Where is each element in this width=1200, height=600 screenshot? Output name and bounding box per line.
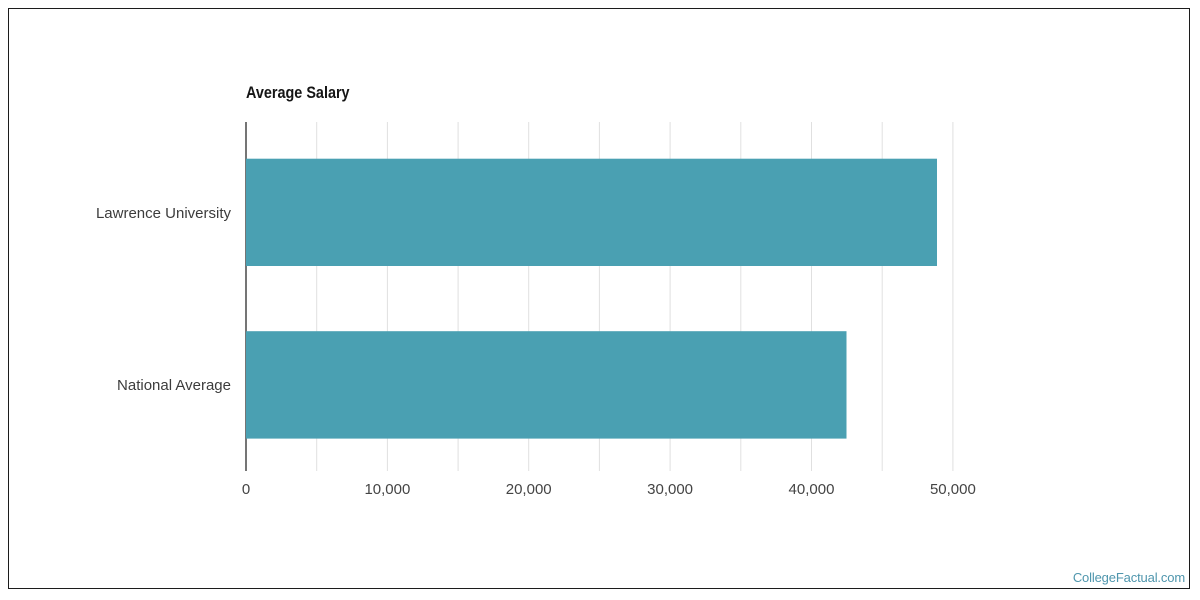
svg-text:10,000: 10,000	[364, 481, 410, 498]
svg-text:50,000: 50,000	[930, 481, 976, 498]
svg-text:0: 0	[242, 481, 250, 498]
svg-text:30,000: 30,000	[647, 481, 693, 498]
svg-text:Lawrence University: Lawrence University	[96, 205, 232, 222]
svg-text:20,000: 20,000	[506, 481, 552, 498]
svg-text:National Average: National Average	[117, 377, 231, 394]
svg-text:40,000: 40,000	[789, 481, 835, 498]
